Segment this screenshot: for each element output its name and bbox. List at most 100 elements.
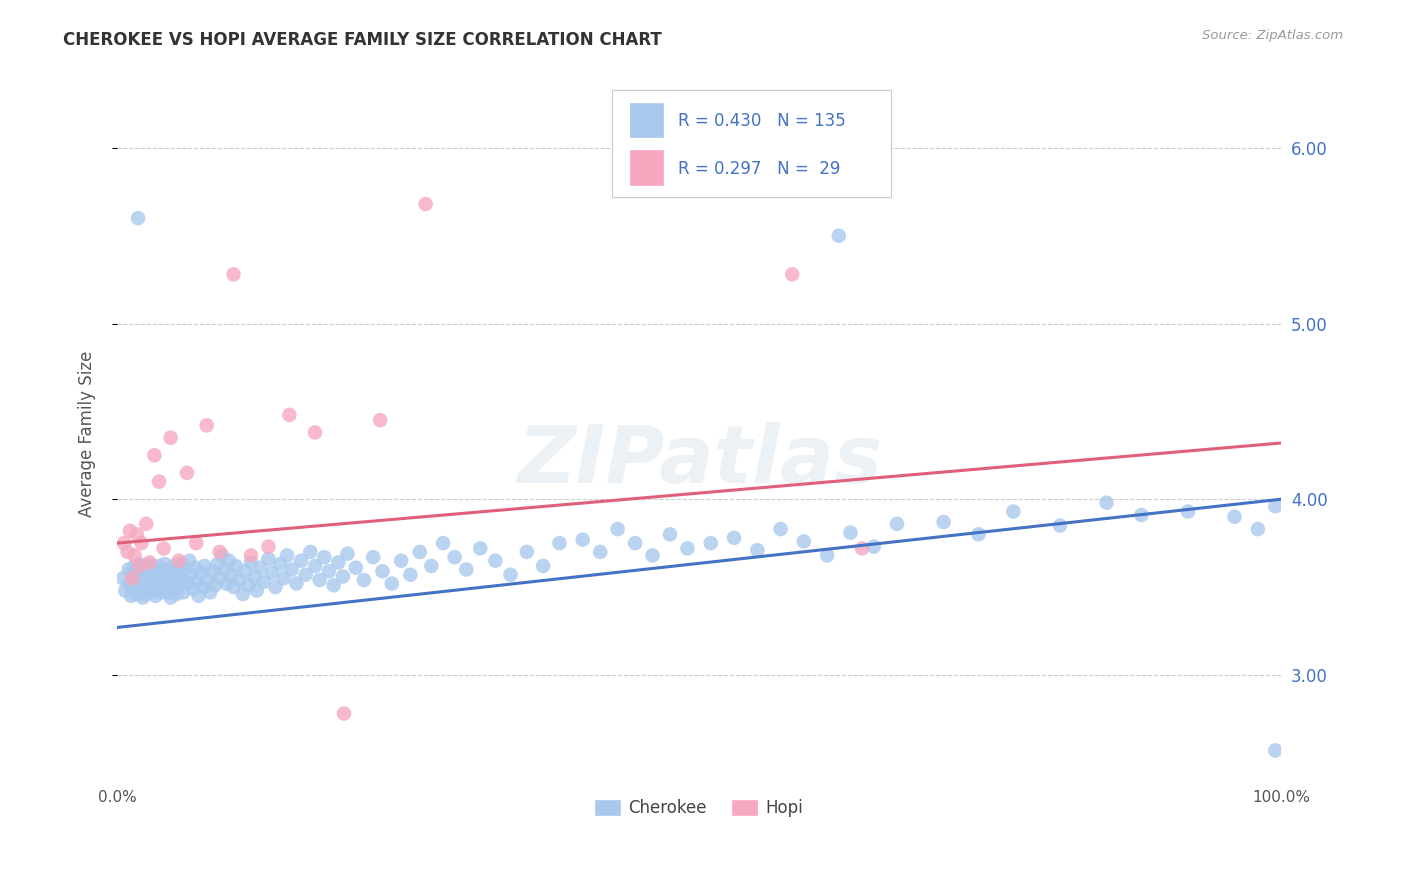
Point bbox=[606, 522, 628, 536]
Point bbox=[314, 550, 336, 565]
Point bbox=[172, 571, 194, 585]
Legend: Cherokee, Hopi: Cherokee, Hopi bbox=[589, 793, 810, 824]
Point bbox=[138, 556, 160, 570]
Point bbox=[120, 589, 142, 603]
Point bbox=[443, 550, 465, 565]
Point bbox=[243, 569, 266, 583]
Point bbox=[128, 558, 150, 572]
Point bbox=[121, 571, 143, 585]
Point bbox=[132, 591, 155, 605]
Point bbox=[624, 536, 647, 550]
Point bbox=[233, 564, 256, 578]
Point bbox=[328, 556, 350, 570]
Point bbox=[135, 573, 157, 587]
Point bbox=[828, 228, 851, 243]
Point bbox=[353, 573, 375, 587]
Point bbox=[176, 466, 198, 480]
Point bbox=[336, 547, 359, 561]
Point bbox=[285, 576, 308, 591]
Point bbox=[420, 558, 443, 573]
Y-axis label: Average Family Size: Average Family Size bbox=[79, 351, 96, 516]
Point bbox=[156, 585, 179, 599]
Point bbox=[219, 567, 242, 582]
Point bbox=[176, 576, 198, 591]
Point bbox=[470, 541, 492, 556]
Point bbox=[167, 578, 190, 592]
Point bbox=[145, 589, 167, 603]
Point bbox=[1177, 504, 1199, 518]
Point bbox=[125, 573, 148, 587]
Point bbox=[149, 573, 172, 587]
Point bbox=[456, 562, 478, 576]
Point bbox=[239, 556, 262, 570]
Point bbox=[239, 549, 262, 563]
Point bbox=[152, 541, 174, 556]
Point bbox=[1002, 504, 1025, 518]
Point bbox=[299, 545, 322, 559]
Point bbox=[1247, 522, 1270, 536]
Point bbox=[193, 580, 215, 594]
Point bbox=[132, 567, 155, 582]
Point bbox=[1130, 508, 1153, 522]
Point bbox=[589, 545, 612, 559]
Point bbox=[136, 564, 159, 578]
Point bbox=[361, 550, 384, 565]
Point bbox=[114, 583, 136, 598]
Point bbox=[932, 515, 955, 529]
Point bbox=[124, 549, 146, 563]
Point bbox=[159, 431, 181, 445]
Point bbox=[278, 408, 301, 422]
Point bbox=[162, 582, 184, 596]
Point bbox=[432, 536, 454, 550]
Point bbox=[246, 583, 269, 598]
Point bbox=[780, 268, 803, 282]
Point bbox=[290, 554, 312, 568]
Point bbox=[159, 591, 181, 605]
FancyBboxPatch shape bbox=[630, 103, 664, 137]
Text: CHEROKEE VS HOPI AVERAGE FAMILY SIZE CORRELATION CHART: CHEROKEE VS HOPI AVERAGE FAMILY SIZE COR… bbox=[63, 31, 662, 49]
Point bbox=[127, 211, 149, 226]
Point bbox=[1264, 500, 1286, 514]
Point bbox=[276, 549, 298, 563]
Point bbox=[264, 580, 287, 594]
Point bbox=[304, 425, 326, 440]
Point bbox=[318, 564, 340, 578]
Point bbox=[166, 587, 188, 601]
Point bbox=[127, 578, 149, 592]
Point bbox=[148, 558, 170, 573]
Text: R = 0.430   N = 135: R = 0.430 N = 135 bbox=[678, 112, 846, 130]
Point bbox=[269, 558, 291, 572]
Point bbox=[111, 571, 134, 585]
Point bbox=[211, 549, 233, 563]
Point bbox=[129, 585, 152, 599]
Point bbox=[253, 574, 276, 589]
Point bbox=[225, 558, 247, 573]
Point bbox=[138, 578, 160, 592]
Point bbox=[839, 525, 862, 540]
Point bbox=[118, 562, 141, 576]
Point bbox=[222, 580, 245, 594]
Point bbox=[195, 418, 218, 433]
Point bbox=[163, 558, 186, 573]
Point bbox=[172, 585, 194, 599]
Point bbox=[170, 558, 193, 572]
Point bbox=[641, 549, 664, 563]
Point bbox=[179, 567, 201, 582]
Point bbox=[851, 541, 873, 556]
Point bbox=[273, 571, 295, 585]
Point bbox=[659, 527, 682, 541]
Point bbox=[548, 536, 571, 550]
Point bbox=[886, 516, 908, 531]
Point bbox=[208, 571, 231, 585]
Point bbox=[165, 573, 187, 587]
Point bbox=[160, 567, 183, 582]
Point bbox=[135, 587, 157, 601]
Point bbox=[201, 564, 224, 578]
Point bbox=[381, 576, 404, 591]
Point bbox=[129, 571, 152, 585]
Point bbox=[257, 540, 280, 554]
Point bbox=[344, 560, 367, 574]
Point bbox=[1264, 743, 1286, 757]
Point bbox=[280, 562, 302, 576]
Point bbox=[204, 578, 226, 592]
